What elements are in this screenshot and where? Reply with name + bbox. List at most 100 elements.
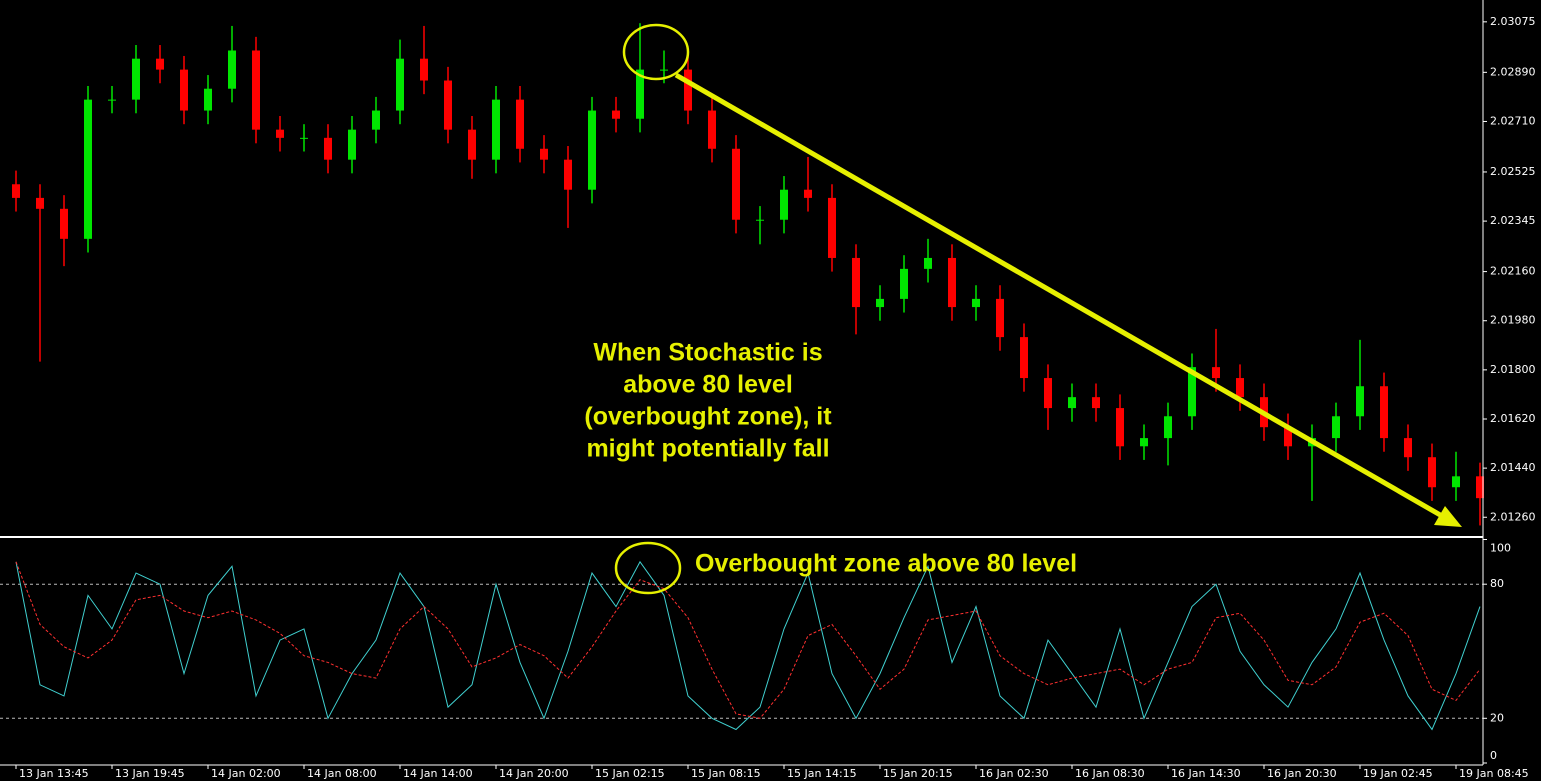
candle-body <box>12 184 20 198</box>
y-tick-label: 2.02345 <box>1490 214 1536 227</box>
candle-body <box>852 257 860 308</box>
x-tick-label: 15 Jan 08:15 <box>691 767 761 780</box>
candle-body <box>948 257 956 308</box>
candle-body <box>60 208 68 239</box>
candle-body <box>444 80 452 130</box>
candle-body <box>1404 438 1412 458</box>
candle-body <box>1140 438 1148 447</box>
candle-body <box>972 298 980 308</box>
candle-body <box>828 197 836 258</box>
candle-body <box>588 110 596 190</box>
stochastic-pane: 0 20 80 100 <box>0 539 1511 764</box>
candle-body <box>1284 427 1292 447</box>
annotation-text: Overbought zone above 80 level <box>695 550 1077 578</box>
y-tick-label: 2.03075 <box>1490 15 1536 28</box>
x-tick-label: 14 Jan 20:00 <box>499 767 569 780</box>
candle-body <box>300 137 308 139</box>
annotation-text: above 80 level <box>623 371 793 399</box>
y-tick-label: 2.01260 <box>1490 510 1536 523</box>
candle-body <box>996 298 1004 338</box>
x-tick-label: 19 Jan 08:45 <box>1459 767 1529 780</box>
x-tick-label: 16 Jan 08:30 <box>1075 767 1145 780</box>
candle-body <box>1116 408 1124 447</box>
y-tick-label: 2.01440 <box>1490 461 1536 474</box>
candle-body <box>1236 378 1244 398</box>
y-tick-label: 2.01800 <box>1490 363 1536 376</box>
y-tick-label: 2.02160 <box>1490 265 1536 278</box>
highlight-circle <box>622 23 690 81</box>
candle-body <box>516 99 524 149</box>
candle-body <box>180 69 188 111</box>
candle-body <box>468 129 476 160</box>
annotation-text: When Stochastic is <box>593 339 822 367</box>
y-tick-label: 2.02525 <box>1490 165 1536 178</box>
x-tick-label: 16 Jan 02:30 <box>979 767 1049 780</box>
candle-body <box>108 99 116 101</box>
candle-body <box>132 58 140 100</box>
candle-body <box>1068 397 1076 409</box>
candle-body <box>1380 386 1388 439</box>
annotation-text: (overbought zone), it <box>584 403 832 431</box>
candle-body <box>564 159 572 190</box>
y-tick-label: 0 <box>1490 749 1497 762</box>
x-tick-label: 14 Jan 08:00 <box>307 767 377 780</box>
x-tick-label: 19 Jan 02:45 <box>1363 767 1433 780</box>
y-tick-label: 20 <box>1490 711 1504 724</box>
stochastic-line <box>15 561 1481 719</box>
candle-body <box>540 148 548 160</box>
candle-body <box>276 129 284 138</box>
x-tick-label: 15 Jan 14:15 <box>787 767 857 780</box>
candle-body <box>252 50 260 130</box>
y-tick-label: 2.01620 <box>1490 412 1536 425</box>
price-pane: 2.03075 2.02890 2.02710 2.02525 2.02345 2.021… <box>12 15 1536 526</box>
annotation-text: might potentially fall <box>586 435 829 463</box>
candle-body <box>708 110 716 149</box>
candle-body <box>684 69 692 111</box>
highlight-circle <box>614 541 682 595</box>
candle-body <box>924 257 932 269</box>
candle-body <box>1212 367 1220 379</box>
x-tick-label: 14 Jan 14:00 <box>403 767 473 780</box>
candle-body <box>780 189 788 220</box>
candle-body <box>396 58 404 111</box>
candle-body <box>900 268 908 299</box>
candle-body <box>492 99 500 160</box>
annotations: When Stochastic is above 80 level (overbou… <box>584 339 1077 578</box>
candle-body <box>1020 337 1028 379</box>
y-tick-label: 2.02890 <box>1490 65 1536 78</box>
trend-arrow <box>674 72 1444 519</box>
candle-body <box>636 69 644 119</box>
candle-body <box>1188 367 1196 417</box>
x-tick-label: 13 Jan 13:45 <box>19 767 89 780</box>
candle-body <box>876 298 884 308</box>
candle-body <box>1428 457 1436 488</box>
candle-body <box>228 50 236 89</box>
candle-body <box>612 110 620 119</box>
x-tick-label: 15 Jan 02:15 <box>595 767 665 780</box>
candle-body <box>1044 378 1052 409</box>
x-tick-label: 16 Jan 20:30 <box>1267 767 1337 780</box>
candle-body <box>1476 476 1484 499</box>
x-tick-label: 15 Jan 20:15 <box>883 767 953 780</box>
y-tick-label: 2.02710 <box>1490 114 1536 127</box>
y-tick-label: 80 <box>1490 577 1504 590</box>
candle-body <box>1092 397 1100 409</box>
candle-body <box>1452 476 1460 488</box>
candle-body <box>348 129 356 160</box>
candle-body <box>756 219 764 221</box>
candle-body <box>1356 386 1364 417</box>
y-tick-label: 100 <box>1490 542 1511 555</box>
candle-body <box>420 58 428 81</box>
candle-body <box>156 58 164 70</box>
candle-body <box>732 148 740 220</box>
candle-body <box>1332 416 1340 439</box>
stochastic-line <box>15 560 1481 731</box>
candle-body <box>324 137 332 160</box>
x-tick-label: 13 Jan 19:45 <box>115 767 185 780</box>
arrow-head <box>1434 506 1462 527</box>
candle-body <box>1164 416 1172 439</box>
candle-body <box>36 197 44 209</box>
candle-body <box>804 189 812 198</box>
y-tick-label: 2.01980 <box>1490 314 1536 327</box>
